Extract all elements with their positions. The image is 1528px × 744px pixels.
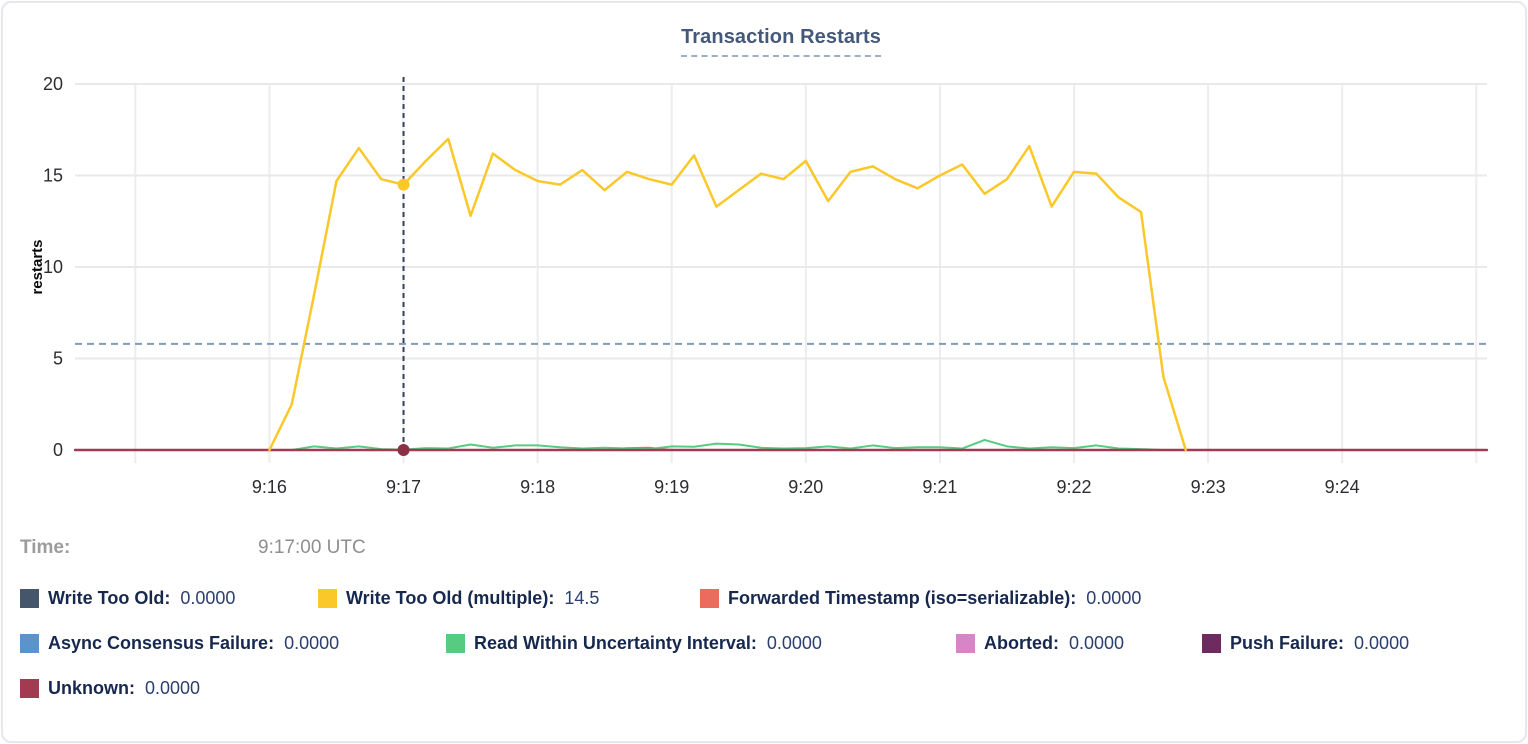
- series-value: 0.0000: [1086, 588, 1142, 608]
- series-color-swatch: [318, 589, 337, 608]
- svg-text:9:19: 9:19: [654, 477, 689, 497]
- series-color-swatch: [20, 679, 39, 698]
- chart-title-wrap: Transaction Restarts: [681, 26, 881, 57]
- svg-text:9:18: 9:18: [520, 477, 555, 497]
- series-lines: [73, 137, 1489, 452]
- legend-item[interactable]: Aborted: 0.0000: [956, 633, 1124, 654]
- series-value: 0.0000: [1354, 633, 1410, 653]
- svg-text:9:22: 9:22: [1056, 477, 1091, 497]
- series-label: Push Failure:: [1230, 633, 1345, 653]
- legend-item[interactable]: Write Too Old: 0.0000: [20, 588, 235, 609]
- legend-row: Async Consensus Failure: 0.0000 Read Withi…: [0, 633, 1528, 659]
- hover-time-row: Time: 9:17:00 UTC: [0, 537, 1528, 563]
- transaction-restarts-chart[interactable]: 0 5 10 15 20 9:16 9:17 9:18 9:19 9:20 9:21 9:22 9:23…: [0, 0, 1528, 530]
- chart-svg[interactable]: 0 5 10 15 20 9:16 9:17 9:18 9:19 9:20 9:21 9:22 9:23…: [0, 0, 1528, 530]
- svg-text:9:24: 9:24: [1325, 477, 1360, 497]
- hover-time-label: Time:: [20, 537, 71, 558]
- crosshair-dot: [397, 178, 410, 191]
- series-line: [268, 438, 1187, 451]
- x-axis-tick-labels: 9:16 9:17 9:18 9:19 9:20 9:21 9:22 9:23 9:24: [252, 477, 1360, 497]
- chart-title: Transaction Restarts: [681, 26, 881, 57]
- legend-item[interactable]: Async Consensus Failure: 0.0000: [20, 633, 339, 654]
- horizontal-gridlines: [75, 83, 1487, 451]
- y-axis-tick-labels: 0 5 10 15 20: [43, 74, 63, 460]
- series-value: 0.0000: [180, 588, 236, 608]
- hover-time-value: 9:17:00 UTC: [258, 537, 366, 558]
- svg-text:15: 15: [43, 166, 63, 186]
- series-label: Unknown:: [48, 678, 135, 698]
- series-value: 0.0000: [284, 633, 340, 653]
- svg-text:10: 10: [43, 257, 63, 277]
- series-line: [268, 137, 1187, 452]
- series-value: 14.5: [564, 588, 600, 608]
- legend-item[interactable]: Push Failure: 0.0000: [1202, 633, 1409, 654]
- series-color-swatch: [20, 589, 39, 608]
- series-value: 0.0000: [1069, 633, 1125, 653]
- legend-item[interactable]: Unknown: 0.0000: [20, 678, 200, 699]
- legend-row: Write Too Old: 0.0000 Write Too Old (multi…: [0, 588, 1528, 614]
- series-label: Read Within Uncertainty Interval:: [474, 633, 757, 653]
- vertical-gridlines: [134, 84, 1478, 463]
- series-color-swatch: [956, 634, 975, 653]
- series-label: Async Consensus Failure:: [48, 633, 275, 653]
- legend-item[interactable]: Write Too Old (multiple): 14.5: [318, 588, 599, 609]
- svg-text:9:23: 9:23: [1191, 477, 1226, 497]
- svg-text:20: 20: [43, 74, 63, 94]
- svg-text:9:17: 9:17: [386, 477, 421, 497]
- svg-text:0: 0: [53, 440, 63, 460]
- svg-text:9:21: 9:21: [922, 477, 957, 497]
- series-color-swatch: [700, 589, 719, 608]
- series-color-swatch: [1202, 634, 1221, 653]
- series-value: 0.0000: [145, 678, 201, 698]
- svg-text:9:16: 9:16: [252, 477, 287, 497]
- series-value: 0.0000: [766, 633, 822, 653]
- series-color-swatch: [446, 634, 465, 653]
- series-label: Forwarded Timestamp (iso=serializable):: [728, 588, 1077, 608]
- legend-row: Unknown: 0.0000: [0, 678, 1528, 704]
- crosshair-dot: [397, 444, 410, 456]
- svg-text:5: 5: [53, 349, 63, 369]
- series-color-swatch: [20, 634, 39, 653]
- svg-text:9:20: 9:20: [788, 477, 823, 497]
- y-axis-label: restarts: [29, 239, 46, 294]
- series-label: Write Too Old (multiple):: [346, 588, 555, 608]
- series-label: Write Too Old:: [48, 588, 171, 608]
- legend-item[interactable]: Read Within Uncertainty Interval: 0.0000: [446, 633, 822, 654]
- series-label: Aborted:: [984, 633, 1059, 653]
- legend-item[interactable]: Forwarded Timestamp (iso=serializable): 0…: [700, 588, 1141, 609]
